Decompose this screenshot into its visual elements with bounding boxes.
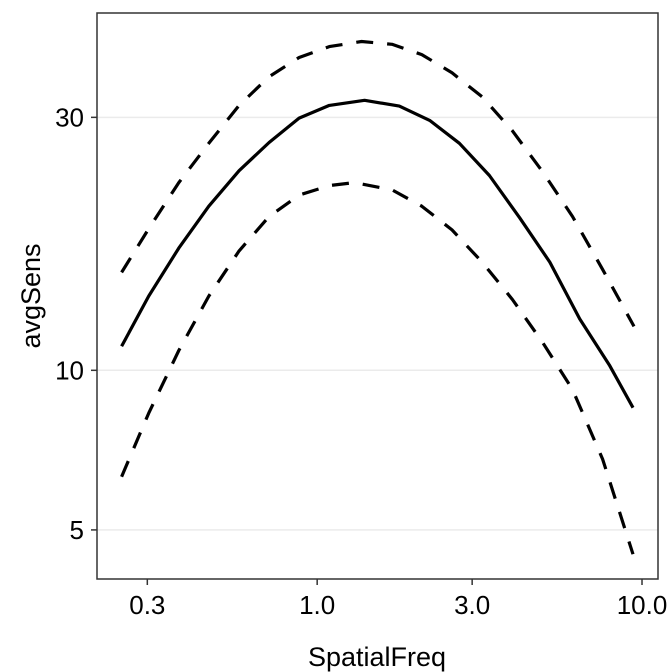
series-fit-line — [120, 98, 635, 409]
y-tick-label: 5 — [70, 515, 84, 545]
x-axis: 0.3 1.0 3.0 10.0 — [129, 579, 667, 620]
x-tick-label: 1.0 — [299, 590, 335, 620]
x-tick-label: 3.0 — [454, 590, 490, 620]
y-tick-label: 30 — [55, 102, 84, 132]
gridlines — [97, 116, 658, 531]
x-tick-label: 10.0 — [617, 590, 668, 620]
x-tick-label: 0.3 — [129, 590, 165, 620]
y-tick-label: 10 — [55, 355, 84, 385]
y-axis-title: avgSens — [16, 243, 46, 348]
series-lower-line — [120, 181, 635, 555]
y-axis: 5 10 30 — [55, 102, 97, 545]
x-axis-title: SpatialFreq — [308, 642, 446, 672]
data-series — [120, 39, 636, 555]
panel-border — [96, 12, 659, 580]
